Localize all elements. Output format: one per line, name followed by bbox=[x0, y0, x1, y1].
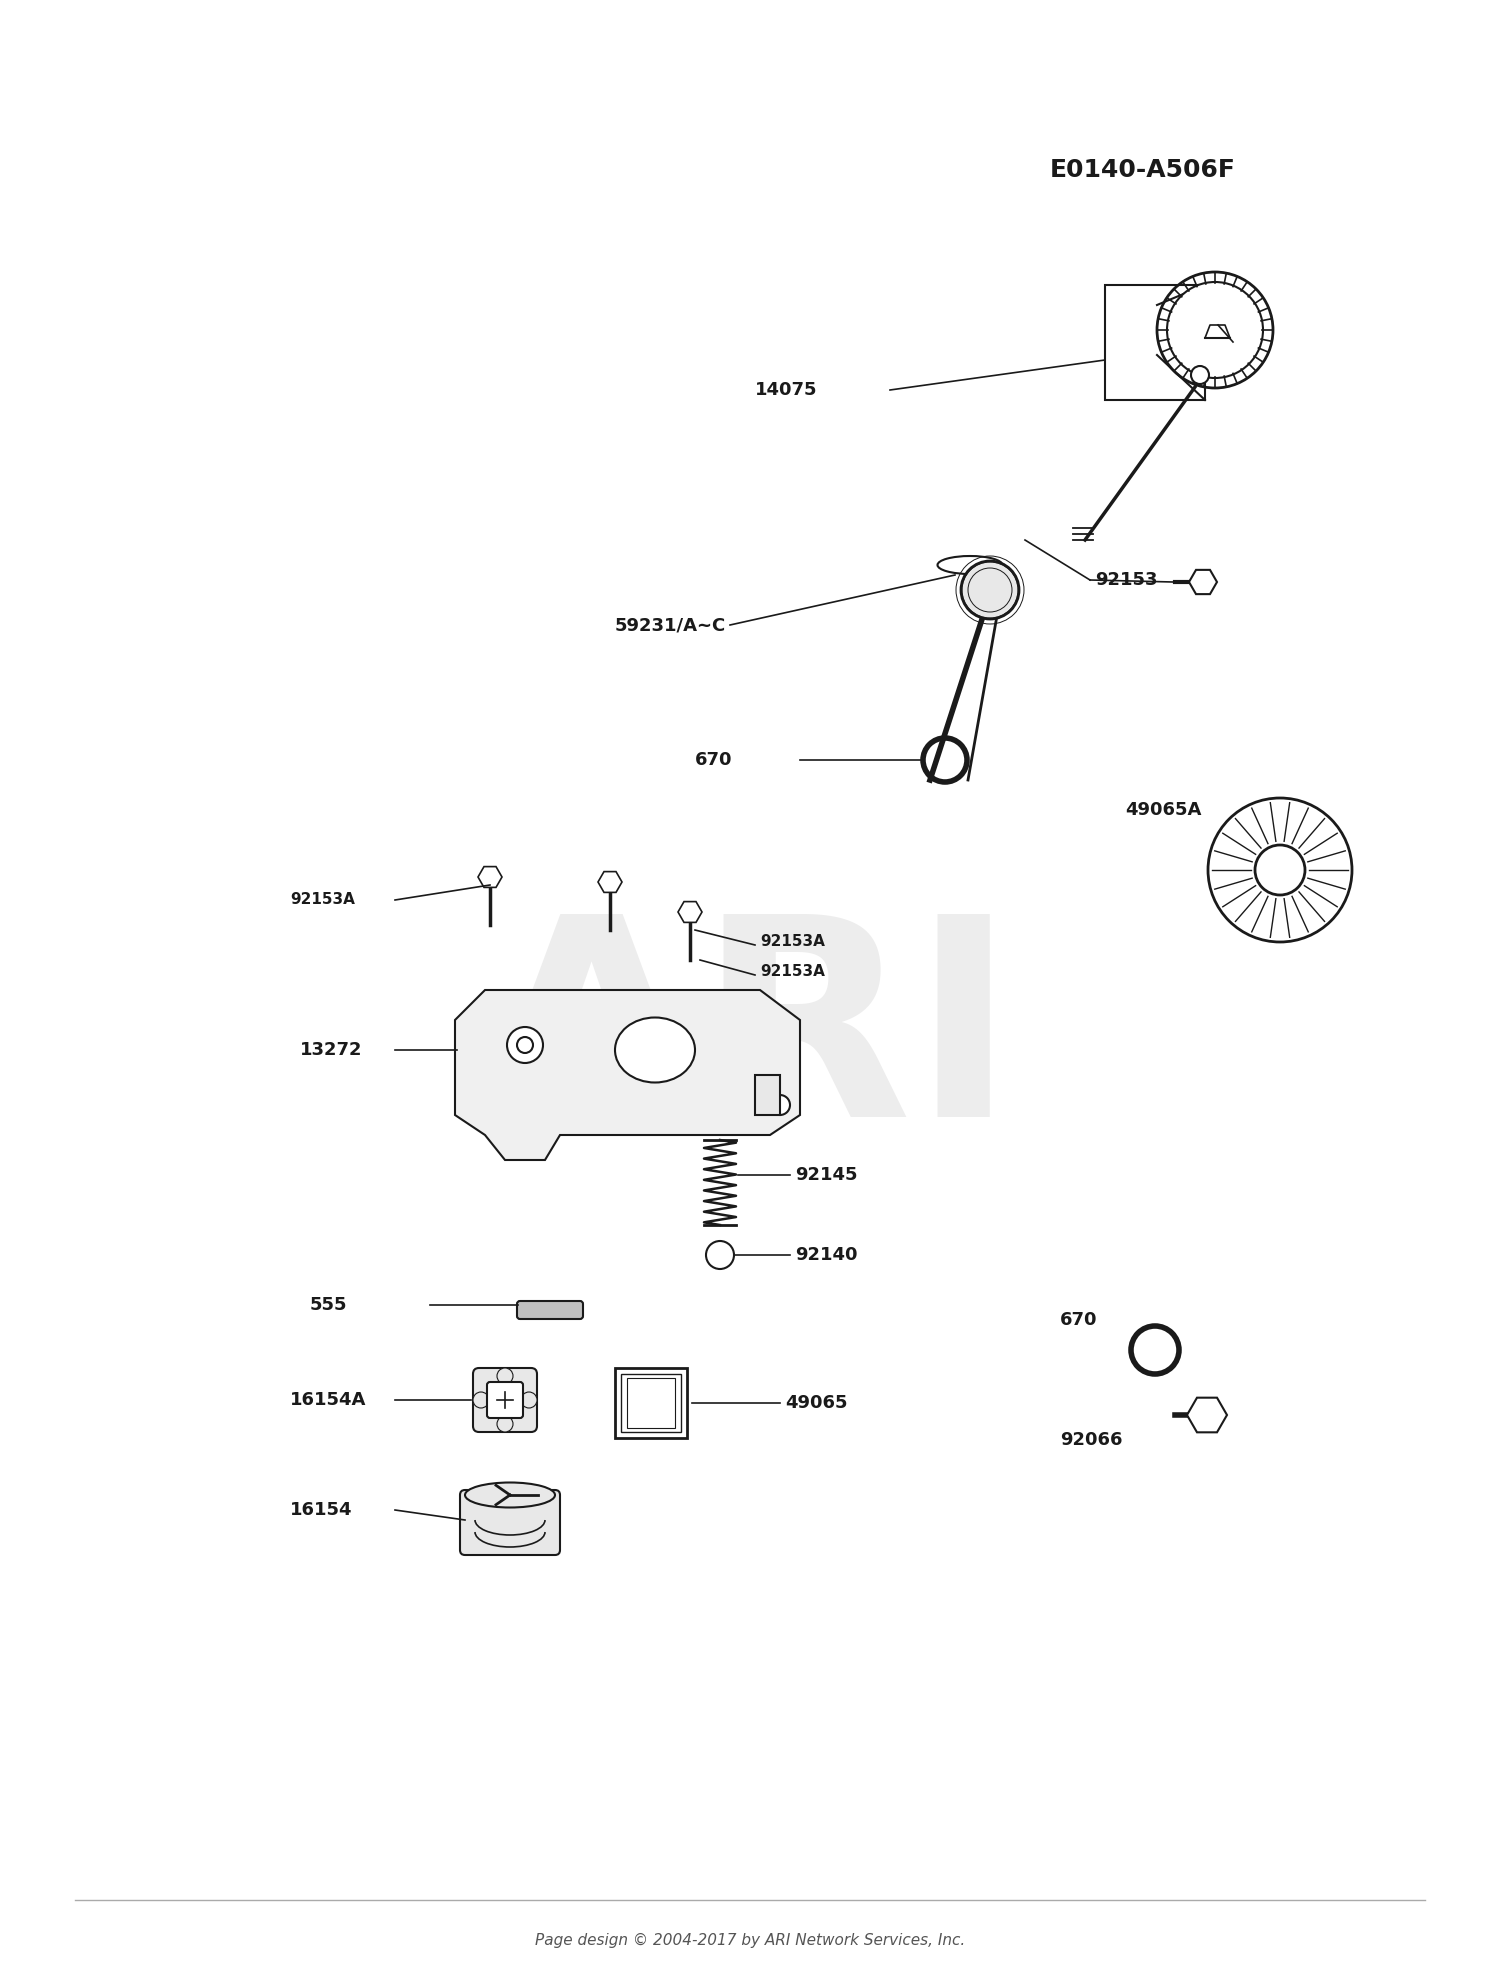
Ellipse shape bbox=[962, 561, 1018, 618]
Text: ARI: ARI bbox=[484, 904, 1016, 1175]
Text: 92153A: 92153A bbox=[290, 893, 356, 908]
Text: 49065A: 49065A bbox=[1125, 800, 1202, 818]
Text: E0140-A506F: E0140-A506F bbox=[1050, 159, 1236, 182]
Text: 92153A: 92153A bbox=[760, 965, 825, 979]
Text: 49065: 49065 bbox=[784, 1393, 847, 1413]
Circle shape bbox=[1208, 799, 1352, 942]
Text: 16154A: 16154A bbox=[290, 1391, 366, 1409]
Bar bbox=[627, 1377, 675, 1428]
Ellipse shape bbox=[615, 1018, 695, 1083]
Text: 92153: 92153 bbox=[1095, 571, 1158, 589]
Text: 92145: 92145 bbox=[795, 1165, 858, 1183]
FancyBboxPatch shape bbox=[460, 1489, 560, 1556]
Text: 59231/A~C: 59231/A~C bbox=[615, 616, 726, 634]
Circle shape bbox=[1191, 367, 1209, 385]
Circle shape bbox=[1256, 846, 1305, 895]
Circle shape bbox=[496, 1368, 513, 1383]
FancyBboxPatch shape bbox=[488, 1381, 524, 1419]
Circle shape bbox=[472, 1391, 489, 1409]
Circle shape bbox=[518, 1038, 532, 1054]
Bar bbox=[754, 1075, 780, 1114]
Text: 92153A: 92153A bbox=[760, 934, 825, 950]
Text: 670: 670 bbox=[1060, 1311, 1098, 1328]
Text: 555: 555 bbox=[310, 1297, 348, 1315]
Ellipse shape bbox=[465, 1483, 555, 1507]
Circle shape bbox=[1167, 283, 1263, 379]
Text: 13272: 13272 bbox=[300, 1042, 363, 1059]
Bar bbox=[621, 1373, 681, 1432]
FancyBboxPatch shape bbox=[472, 1368, 537, 1432]
Polygon shape bbox=[454, 991, 800, 1160]
FancyBboxPatch shape bbox=[518, 1301, 584, 1318]
Circle shape bbox=[496, 1417, 513, 1432]
Text: 16154: 16154 bbox=[290, 1501, 352, 1519]
Circle shape bbox=[507, 1026, 543, 1063]
Text: 670: 670 bbox=[694, 751, 732, 769]
Text: 14075: 14075 bbox=[754, 381, 818, 398]
Circle shape bbox=[770, 1095, 790, 1114]
Ellipse shape bbox=[938, 555, 1002, 575]
Bar bbox=[1106, 284, 1204, 400]
Text: 92066: 92066 bbox=[1060, 1430, 1122, 1450]
Bar bbox=[615, 1368, 687, 1438]
Circle shape bbox=[520, 1391, 537, 1409]
Text: Page design © 2004-2017 by ARI Network Services, Inc.: Page design © 2004-2017 by ARI Network S… bbox=[536, 1933, 964, 1948]
Text: 92140: 92140 bbox=[795, 1246, 858, 1264]
Circle shape bbox=[706, 1242, 734, 1269]
